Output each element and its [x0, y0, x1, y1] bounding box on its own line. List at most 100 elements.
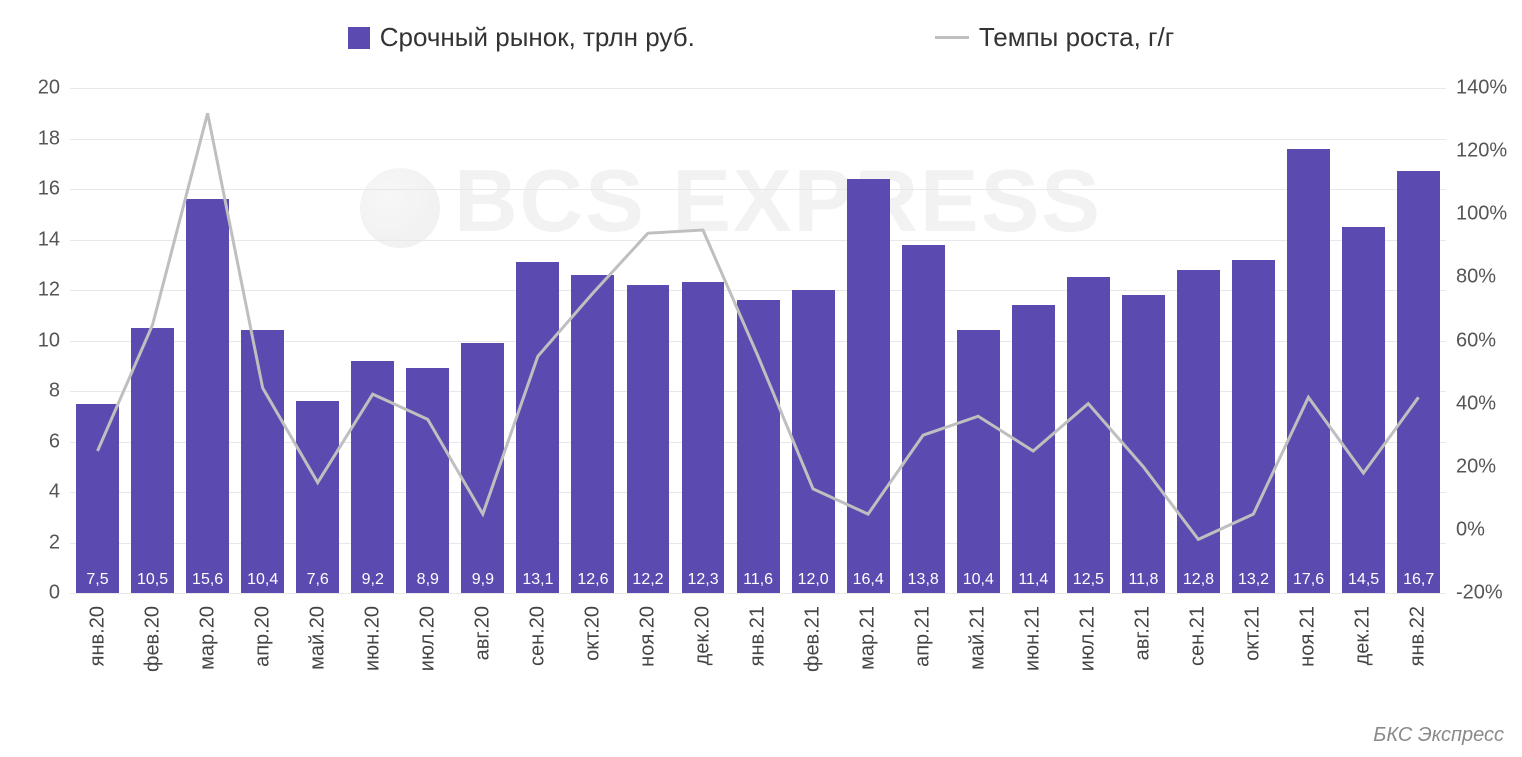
bar-value-label: 11,8 — [1116, 571, 1171, 589]
bar — [902, 245, 945, 593]
bar-slot: 10,4 — [235, 88, 290, 593]
y-right-tick-label: 0% — [1446, 518, 1485, 541]
bar — [627, 285, 670, 593]
y-left-tick-label: 14 — [38, 228, 70, 251]
bar — [737, 300, 780, 593]
bar-slot: 12,2 — [620, 88, 675, 593]
bar-value-label: 9,9 — [455, 571, 510, 589]
y-right-tick-label: 60% — [1446, 329, 1496, 352]
bar — [296, 401, 339, 593]
bar-slot: 12,8 — [1171, 88, 1226, 593]
bar-slot: 16,4 — [841, 88, 896, 593]
bar — [461, 343, 504, 593]
y-left-tick-label: 16 — [38, 178, 70, 201]
bar-value-label: 7,6 — [290, 571, 345, 589]
x-tick-label: ноя.20 — [636, 606, 659, 667]
bar-value-label: 10,4 — [951, 571, 1006, 589]
x-tick-label: июн.21 — [1022, 606, 1045, 671]
bar-value-label: 16,4 — [841, 571, 896, 589]
bar-slot: 12,3 — [676, 88, 731, 593]
legend-swatch-line-icon — [935, 36, 969, 39]
x-tick-label: янв.21 — [747, 606, 770, 666]
y-right-tick-label: 20% — [1446, 455, 1496, 478]
bar — [1342, 227, 1385, 593]
bar — [1287, 149, 1330, 593]
bar-slot: 10,5 — [125, 88, 180, 593]
bar — [1177, 270, 1220, 593]
bar-slot: 17,6 — [1281, 88, 1336, 593]
bar-value-label: 10,5 — [125, 571, 180, 589]
bar-slot: 11,6 — [731, 88, 786, 593]
bar-slot: 16,7 — [1391, 88, 1446, 593]
legend-bar-label: Срочный рынок, трлн руб. — [380, 22, 695, 53]
bar — [186, 199, 229, 593]
bar-value-label: 9,2 — [345, 571, 400, 589]
bar-value-label: 17,6 — [1281, 571, 1336, 589]
bar-value-label: 8,9 — [400, 571, 455, 589]
bar — [76, 404, 119, 593]
y-left-tick-label: 2 — [49, 531, 70, 554]
bar-slot: 9,9 — [455, 88, 510, 593]
y-left-tick-label: 10 — [38, 329, 70, 352]
bar — [1067, 277, 1110, 593]
y-right-tick-label: 100% — [1446, 203, 1507, 226]
y-right-tick-label: 40% — [1446, 392, 1496, 415]
bar-value-label: 12,2 — [620, 571, 675, 589]
bar-value-label: 10,4 — [235, 571, 290, 589]
legend-swatch-bar-icon — [348, 27, 370, 49]
x-tick-label: дек.21 — [1352, 606, 1375, 665]
bar-value-label: 12,0 — [786, 571, 841, 589]
bar-slot: 11,4 — [1006, 88, 1061, 593]
legend-line-label: Темпы роста, г/г — [979, 22, 1174, 53]
bar-slot: 12,5 — [1061, 88, 1116, 593]
y-left-tick-label: 4 — [49, 481, 70, 504]
bar — [1397, 171, 1440, 593]
bar — [241, 330, 284, 593]
x-tick-label: сен.20 — [526, 606, 549, 666]
bar-slot: 13,2 — [1226, 88, 1281, 593]
bar — [792, 290, 835, 593]
y-right-tick-label: 120% — [1446, 140, 1507, 163]
bar-slot: 13,1 — [510, 88, 565, 593]
y-right-tick-label: -20% — [1446, 582, 1503, 605]
bar-value-label: 12,3 — [676, 571, 731, 589]
bar — [351, 361, 394, 593]
bar-value-label: 12,8 — [1171, 571, 1226, 589]
bar-slot: 12,6 — [565, 88, 620, 593]
bar — [847, 179, 890, 593]
y-left-tick-label: 12 — [38, 279, 70, 302]
x-tick-label: июл.20 — [416, 606, 439, 671]
bar-slot: 7,6 — [290, 88, 345, 593]
y-left-tick-label: 20 — [38, 77, 70, 100]
bar-slot: 15,6 — [180, 88, 235, 593]
bar — [1232, 260, 1275, 593]
x-tick-label: июн.20 — [361, 606, 384, 671]
bar-value-label: 13,8 — [896, 571, 951, 589]
legend: Срочный рынок, трлн руб. Темпы роста, г/… — [0, 22, 1522, 53]
bar-value-label: 14,5 — [1336, 571, 1391, 589]
bar-value-label: 11,4 — [1006, 571, 1061, 589]
x-tick-label: мар.20 — [196, 606, 219, 670]
bar — [131, 328, 174, 593]
bar-value-label: 15,6 — [180, 571, 235, 589]
y-right-tick-label: 140% — [1446, 77, 1507, 100]
y-left-tick-label: 8 — [49, 380, 70, 403]
x-tick-label: апр.21 — [912, 606, 935, 667]
x-tick-label: дек.20 — [691, 606, 714, 665]
x-tick-label: июл.21 — [1077, 606, 1100, 671]
bar-value-label: 11,6 — [731, 571, 786, 589]
bars-group: 7,510,515,610,47,69,28,99,913,112,612,21… — [70, 88, 1446, 593]
bar-value-label: 16,7 — [1391, 571, 1446, 589]
bar — [1012, 305, 1055, 593]
y-right-tick-label: 80% — [1446, 266, 1496, 289]
legend-item-line: Темпы роста, г/г — [935, 22, 1174, 53]
x-tick-label: апр.20 — [251, 606, 274, 667]
bar-slot: 12,0 — [786, 88, 841, 593]
y-left-tick-label: 18 — [38, 127, 70, 150]
x-tick-label: янв.22 — [1407, 606, 1430, 666]
bar-value-label: 7,5 — [70, 571, 125, 589]
bar-slot: 8,9 — [400, 88, 455, 593]
x-tick-label: май.21 — [967, 606, 990, 670]
bar-value-label: 13,1 — [510, 571, 565, 589]
bar-value-label: 12,5 — [1061, 571, 1116, 589]
